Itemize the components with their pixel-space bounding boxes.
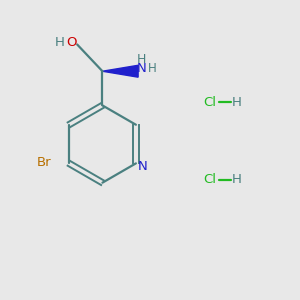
Text: Cl: Cl [203, 173, 216, 186]
Text: H: H [231, 173, 241, 186]
Text: H: H [231, 96, 241, 109]
Text: N: N [138, 160, 147, 173]
Text: Br: Br [37, 156, 52, 169]
Text: H: H [55, 36, 65, 49]
Text: N: N [137, 62, 147, 75]
Text: H: H [148, 62, 157, 75]
Text: O: O [67, 36, 77, 49]
Text: Cl: Cl [203, 96, 216, 109]
Polygon shape [102, 65, 138, 77]
Text: H: H [137, 53, 146, 66]
